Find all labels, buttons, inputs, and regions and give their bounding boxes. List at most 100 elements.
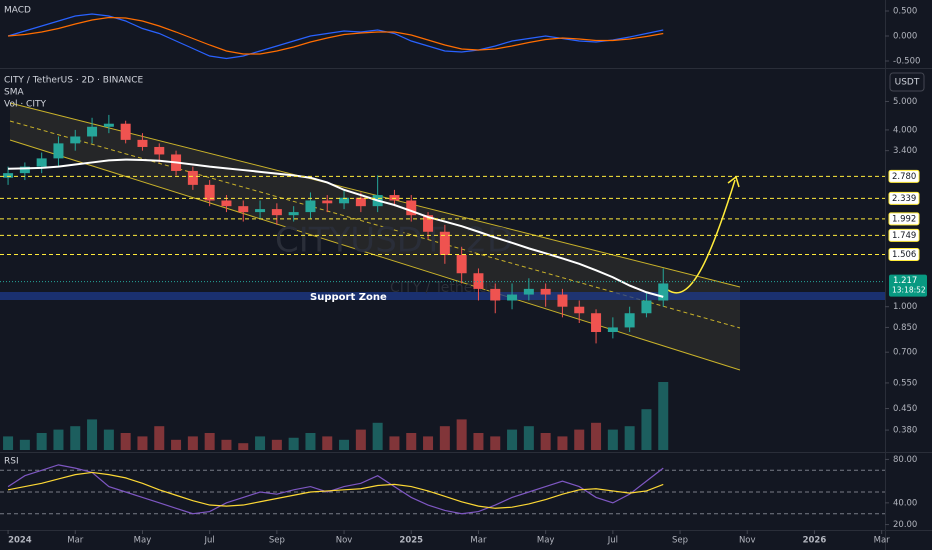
watermark-sub: CITY / TetherUS [390,280,497,296]
candle-body [103,123,114,127]
volume-bar [103,429,114,450]
volume-bar [406,433,417,450]
candle-body [523,288,534,295]
volume-bar [3,436,14,450]
x-tick-label: May [537,536,555,546]
candle-body [557,294,568,307]
candle-body [204,184,215,201]
candle-body [339,197,350,204]
y-tick-label: -0.500 [893,57,920,67]
y-tick-label: 0.450 [893,404,917,414]
y-tick-label: 0.000 [893,32,917,42]
level-label: 1.749 [892,231,916,241]
unit-label[interactable]: USDT [895,78,920,88]
support-zone [0,292,885,300]
level-box [888,228,920,242]
candle-body [389,195,400,201]
candle-body [238,206,249,213]
volume-bar [322,436,333,450]
y-tick-label: 0.700 [893,348,917,358]
candle-body [624,313,635,328]
y-tick-label: 0.850 [893,323,917,333]
indicator-line [7,471,664,509]
level-label: 1.992 [892,214,916,224]
volume-bar [305,433,316,450]
x-tick-label: Nov [336,536,353,546]
volume-bar [490,436,501,450]
volume-bar [204,433,215,450]
candle-body [540,288,551,295]
candle-body [288,212,299,216]
y-tick-label: 1.000 [893,302,917,312]
volume-bar [137,436,148,450]
rsi-title: RSI [4,457,19,467]
candle-body [271,209,282,216]
volume-bar [355,429,366,450]
level-box [888,169,920,183]
x-tick-label: Mar [470,536,487,546]
x-tick-label: Mar [874,536,891,546]
volume-bar [574,429,585,450]
volume-bar [87,419,98,450]
candle-body [591,313,602,333]
volume-bar [607,429,618,450]
unit-button[interactable] [889,72,925,92]
support-label: Support Zone [310,292,387,303]
volume-bar [255,436,266,450]
volume-bar [389,436,400,450]
y-tick-label: 40.00 [893,498,917,508]
candle-body [255,209,266,213]
volume-bar [540,433,551,450]
level-label: 2.339 [892,194,916,204]
candle-body [221,200,232,207]
x-tick-label: May [134,536,152,546]
candle-body [137,139,148,147]
level-box [888,191,920,205]
y-tick-label: 0.550 [893,378,917,388]
candle-body [154,146,165,155]
indicator-line [8,16,664,55]
level-label: 2.780 [892,172,916,182]
candle-body [53,143,64,159]
symbol-title: CITY / TetherUS · 2D · BINANCE [4,76,144,86]
volume-bar [624,426,635,450]
indicator-label: Vol · CITY [4,100,46,110]
y-tick-label: 3.400 [893,146,917,156]
y-tick-label: 0.380 [893,426,917,436]
volume-bar [456,419,467,450]
x-tick-label: 2024 [8,536,32,546]
volume-bar [53,429,64,450]
candle-body [187,170,198,185]
volume-bar [473,433,484,450]
candle-body [36,158,47,167]
candle-body [120,123,131,140]
volume-bar [120,433,131,450]
candle-body [439,231,450,256]
candle-body [19,166,30,174]
y-tick-label: 0.500 [893,7,917,17]
x-tick-label: Nov [739,536,756,546]
indicator-line [7,13,664,60]
candle-body [607,327,618,333]
sma-line [8,158,664,298]
volume-bar [523,426,534,450]
channel-lower [9,139,741,371]
indicator-label: SMA [4,88,24,98]
candle-body [87,126,98,137]
x-tick-label: 2026 [803,536,827,546]
projection-arrow [667,179,736,294]
last-price-label: 1.217 [893,276,917,286]
volume-bar [658,382,669,450]
watermark: CITYUSDT, 2D [275,221,513,261]
arrow-head [727,175,740,188]
x-tick-label: Jul [607,536,618,546]
volume-bar [423,436,434,450]
candle-body [305,200,316,213]
candle-body [423,215,434,232]
candle-body [658,283,669,301]
volume-bar [507,429,518,450]
x-tick-label: Sep [672,536,688,546]
volume-bar [171,439,182,450]
